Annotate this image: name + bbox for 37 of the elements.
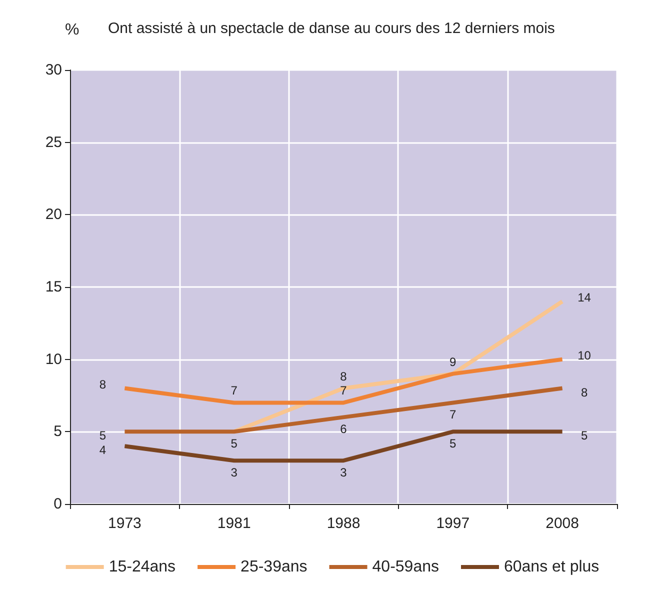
legend-label: 60ans et plus — [504, 558, 600, 576]
data-label: 10 — [578, 348, 592, 362]
y-axis-title: % — [65, 22, 80, 38]
line-series — [122, 357, 564, 405]
y-tick-label: 20 — [45, 206, 62, 224]
y-tick-label: 25 — [45, 134, 62, 151]
legend-label: 15-24ans — [108, 558, 176, 576]
data-label: 8 — [580, 385, 588, 400]
x-tick-label: 1988 — [326, 515, 360, 532]
x-tick-label: 1981 — [217, 515, 251, 532]
data-label: 7 — [450, 408, 457, 422]
x-tick-label: 2008 — [546, 515, 579, 532]
y-tick-label: 5 — [54, 423, 62, 440]
legend-label: 40-59ans — [372, 558, 439, 576]
data-label: 4 — [99, 443, 106, 458]
x-tick-label: 1973 — [108, 515, 142, 532]
y-tick-label: 15 — [45, 278, 62, 296]
data-label: 3 — [230, 466, 238, 480]
data-label: 5 — [450, 436, 457, 451]
data-label: 8 — [340, 369, 348, 384]
chart-title: Ont assisté à un spectacle de danse au cours des 12 derniers mois — [108, 20, 555, 37]
data-label: 6 — [340, 422, 348, 436]
data-label: 14 — [578, 290, 592, 304]
data-label: 5 — [99, 428, 106, 443]
y-tick-label: 0 — [54, 496, 62, 512]
line-series — [122, 386, 564, 434]
x-tick-label: 1997 — [436, 515, 470, 532]
data-label: 8 — [99, 377, 106, 392]
data-label: 5 — [230, 436, 238, 451]
data-label: 9 — [450, 354, 457, 369]
data-label: 3 — [340, 466, 348, 480]
data-label: 7 — [230, 384, 238, 398]
y-tick-label: 10 — [45, 350, 62, 368]
data-label: 7 — [340, 384, 348, 398]
data-label: 5 — [580, 428, 588, 443]
legend-label: 25-39ans — [240, 558, 308, 576]
y-tick-label: 30 — [45, 62, 62, 78]
